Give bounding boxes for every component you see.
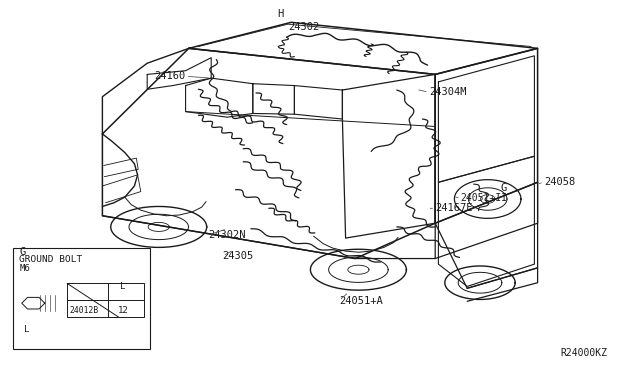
Text: G: G	[19, 247, 26, 257]
Text: 24160: 24160	[154, 71, 186, 81]
Text: G: G	[500, 183, 507, 193]
Text: 24304M: 24304M	[429, 87, 467, 97]
Text: 24302: 24302	[288, 22, 319, 32]
Text: 24051+II: 24051+II	[461, 193, 508, 203]
Text: 24302N: 24302N	[208, 230, 246, 240]
Text: 24012B: 24012B	[70, 306, 99, 315]
Text: 12: 12	[118, 306, 128, 315]
Text: L: L	[120, 282, 125, 291]
Text: M6: M6	[19, 264, 30, 273]
Text: H: H	[277, 9, 284, 19]
Text: R24000KZ: R24000KZ	[560, 348, 607, 357]
Text: L: L	[24, 325, 29, 334]
Text: 24305: 24305	[223, 251, 254, 261]
Text: 24167E: 24167E	[435, 203, 473, 213]
Text: 24058: 24058	[544, 177, 575, 187]
Text: GROUND BOLT: GROUND BOLT	[19, 255, 83, 264]
Bar	[13, 248, 150, 349]
Bar	[67, 283, 144, 317]
Text: 24051+A: 24051+A	[339, 296, 383, 305]
